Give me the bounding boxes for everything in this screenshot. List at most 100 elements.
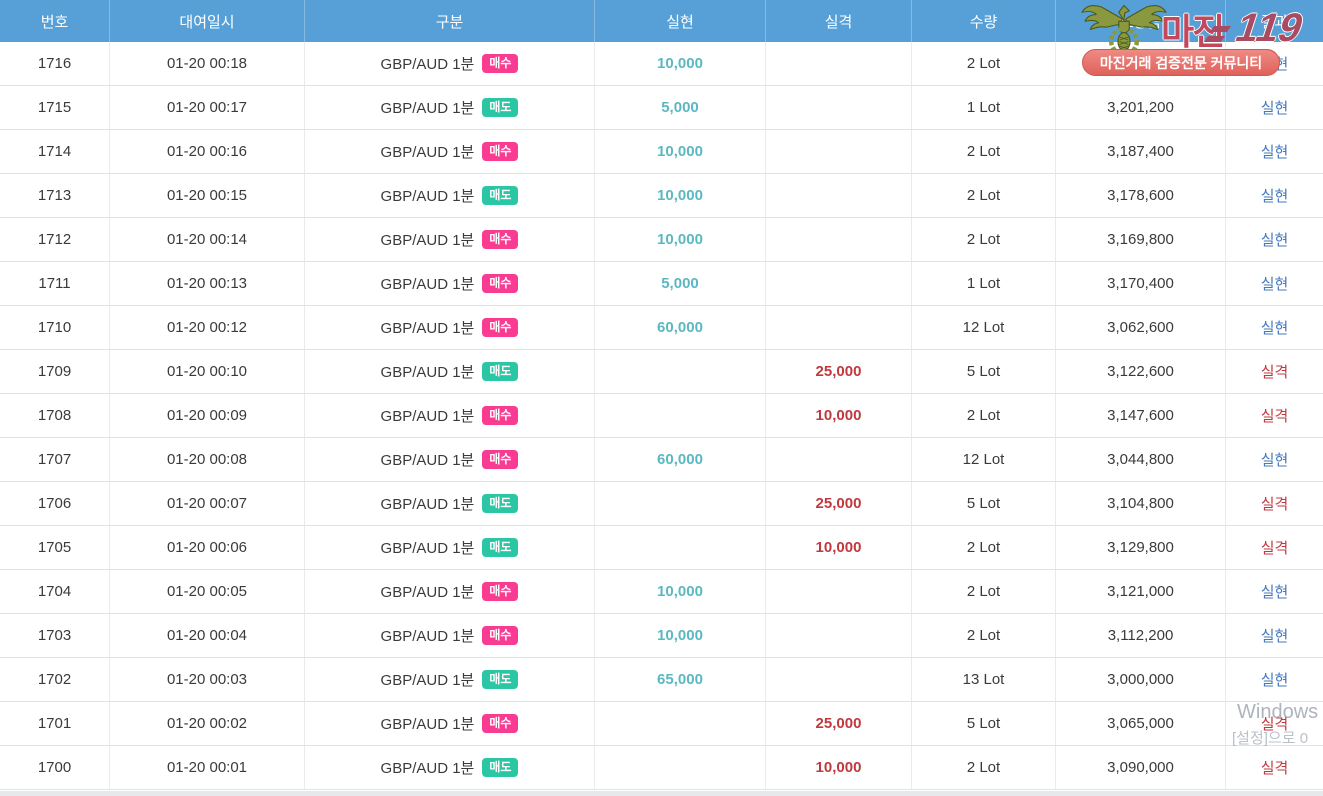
row-datetime-cell: 01-20 00:12 <box>110 306 305 349</box>
realized-amount-cell: 10,000 <box>595 218 766 261</box>
row-datetime-cell: 01-20 00:17 <box>110 86 305 129</box>
row-number-cell: 1708 <box>0 394 110 437</box>
instrument-label: GBP/AUD 1분 <box>380 452 475 469</box>
row-number-cell: 1701 <box>0 702 110 745</box>
side-badge: 매수 <box>482 625 519 646</box>
quantity-cell: 1 Lot <box>912 86 1056 129</box>
disqualified-amount-cell: 10,000 <box>766 394 912 437</box>
instrument-label: GBP/AUD 1분 <box>380 672 475 689</box>
quantity-cell: 2 Lot <box>912 614 1056 657</box>
quantity-cell: 1 Lot <box>912 262 1056 305</box>
bottom-scrollbar-strip[interactable] <box>0 791 1323 796</box>
row-number-cell: 1709 <box>0 350 110 393</box>
row-type-cell: GBP/AUD 1분 매도 <box>305 350 595 393</box>
side-badge: 매수 <box>482 317 519 338</box>
disqualified-amount-cell <box>766 42 912 85</box>
row-type-cell: GBP/AUD 1분 매도 <box>305 174 595 217</box>
disqualified-amount-cell <box>766 262 912 305</box>
row-number-cell: 1704 <box>0 570 110 613</box>
deposit-cell: 3,000,000 <box>1056 658 1226 701</box>
deposit-cell: 3,129,800 <box>1056 526 1226 569</box>
row-type-cell: GBP/AUD 1분 매수 <box>305 394 595 437</box>
row-number-cell: 1703 <box>0 614 110 657</box>
row-datetime-cell: 01-20 00:05 <box>110 570 305 613</box>
side-badge: 매도 <box>482 669 519 690</box>
row-number-cell: 1711 <box>0 262 110 305</box>
disqualified-amount-cell <box>766 174 912 217</box>
disqualified-amount-cell: 25,000 <box>766 350 912 393</box>
deposit-cell: 3,044,800 <box>1056 438 1226 481</box>
quantity-cell: 2 Lot <box>912 526 1056 569</box>
result-cell: 실현 <box>1260 628 1289 645</box>
deposit-cell: 3,090,000 <box>1056 746 1226 789</box>
deposit-cell: 3,201,200 <box>1056 86 1226 129</box>
row-datetime-cell: 01-20 00:13 <box>110 262 305 305</box>
result-cell: 실현 <box>1260 276 1289 293</box>
table-row: 1703 01-20 00:04 GBP/AUD 1분 매수 10,000 2 … <box>0 614 1323 658</box>
table-row: 1712 01-20 00:14 GBP/AUD 1분 매수 10,000 2 … <box>0 218 1323 262</box>
column-header-number: 번호 <box>0 0 110 42</box>
column-header-result: 결과 <box>1260 13 1289 31</box>
column-header-disqualified: 실격 <box>766 0 912 42</box>
side-badge: 매수 <box>482 141 519 162</box>
row-datetime-cell: 01-20 00:01 <box>110 746 305 789</box>
row-number-cell: 1714 <box>0 130 110 173</box>
row-number-cell: 1716 <box>0 42 110 85</box>
realized-amount-cell: 65,000 <box>595 658 766 701</box>
side-badge: 매도 <box>482 185 519 206</box>
disqualified-amount-cell <box>766 438 912 481</box>
row-datetime-cell: 01-20 00:10 <box>110 350 305 393</box>
table-row: 1709 01-20 00:10 GBP/AUD 1분 매도 25,000 5 … <box>0 350 1323 394</box>
side-badge: 매도 <box>482 97 519 118</box>
table-row: 1715 01-20 00:17 GBP/AUD 1분 매도 5,000 1 L… <box>0 86 1323 130</box>
side-badge: 매수 <box>482 449 519 470</box>
deposit-cell: 3,169,800 <box>1056 218 1226 261</box>
quantity-cell: 2 Lot <box>912 394 1056 437</box>
row-datetime-cell: 01-20 00:09 <box>110 394 305 437</box>
instrument-label: GBP/AUD 1분 <box>380 100 475 117</box>
table-row: 1704 01-20 00:05 GBP/AUD 1분 매수 10,000 2 … <box>0 570 1323 614</box>
realized-amount-cell: 10,000 <box>595 570 766 613</box>
row-number-cell: 1705 <box>0 526 110 569</box>
deposit-cell: 3,178,600 <box>1056 174 1226 217</box>
column-header-realized: 실현 <box>595 0 766 42</box>
row-type-cell: GBP/AUD 1분 매도 <box>305 86 595 129</box>
result-cell: 실격 <box>1260 540 1289 557</box>
side-badge: 매수 <box>482 53 519 74</box>
instrument-label: GBP/AUD 1분 <box>380 716 475 733</box>
quantity-cell: 13 Lot <box>912 658 1056 701</box>
row-type-cell: GBP/AUD 1분 매수 <box>305 614 595 657</box>
disqualified-amount-cell: 10,000 <box>766 746 912 789</box>
row-datetime-cell: 01-20 00:14 <box>110 218 305 261</box>
result-cell: 실현 <box>1260 232 1289 249</box>
table-row: 1707 01-20 00:08 GBP/AUD 1분 매수 60,000 12… <box>0 438 1323 482</box>
side-badge: 매수 <box>482 581 519 602</box>
result-cell: 실격 <box>1260 408 1289 425</box>
row-type-cell: GBP/AUD 1분 매도 <box>305 526 595 569</box>
realized-amount-cell <box>595 350 766 393</box>
result-cell: 실현 <box>1260 672 1289 689</box>
result-cell: 실현 <box>1260 584 1289 601</box>
realized-amount-cell: 60,000 <box>595 438 766 481</box>
instrument-label: GBP/AUD 1분 <box>380 144 475 161</box>
instrument-label: GBP/AUD 1분 <box>380 760 475 777</box>
table-row: 1700 01-20 00:01 GBP/AUD 1분 매도 10,000 2 … <box>0 746 1323 790</box>
table-body: 1716 01-20 00:18 GBP/AUD 1분 매수 10,000 2 … <box>0 42 1323 790</box>
deposit-cell: 3,187,400 <box>1056 130 1226 173</box>
deposit-cell: 3,121,000 <box>1056 570 1226 613</box>
row-datetime-cell: 01-20 00:08 <box>110 438 305 481</box>
side-badge: 매도 <box>482 493 519 514</box>
deposit-cell: 3,112,200 <box>1056 614 1226 657</box>
row-type-cell: GBP/AUD 1분 매도 <box>305 746 595 789</box>
instrument-label: GBP/AUD 1분 <box>380 56 475 73</box>
instrument-label: GBP/AUD 1분 <box>380 540 475 557</box>
table-row: 1705 01-20 00:06 GBP/AUD 1분 매도 10,000 2 … <box>0 526 1323 570</box>
side-badge: 매수 <box>482 273 519 294</box>
result-cell: 실격 <box>1260 496 1289 513</box>
row-datetime-cell: 01-20 00:02 <box>110 702 305 745</box>
side-badge: 매수 <box>482 229 519 250</box>
row-type-cell: GBP/AUD 1분 매수 <box>305 42 595 85</box>
realized-amount-cell: 10,000 <box>595 614 766 657</box>
quantity-cell: 2 Lot <box>912 218 1056 261</box>
